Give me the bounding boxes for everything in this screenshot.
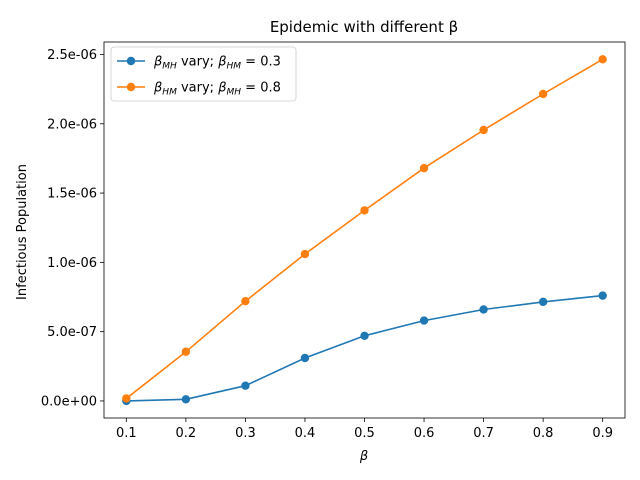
x-tick-label: 0.7 bbox=[473, 426, 494, 441]
x-tick-label: 0.2 bbox=[176, 426, 197, 441]
y-axis-title: Infectious Population bbox=[15, 164, 30, 300]
data-point bbox=[479, 305, 488, 314]
x-tick-label: 0.6 bbox=[414, 426, 435, 441]
data-point bbox=[300, 353, 310, 363]
data-point bbox=[241, 296, 250, 306]
data-point bbox=[479, 125, 488, 135]
data-point bbox=[360, 331, 369, 341]
data-point bbox=[598, 291, 607, 300]
data-point bbox=[300, 249, 310, 259]
data-point bbox=[598, 55, 607, 64]
plot-area: 0.1 0.2 0.3 0.4 0.5 0.6 0.7 0.8 0.9 0.0e+00 5.0e-0… bbox=[41, 41, 626, 441]
legend-box bbox=[110, 46, 297, 102]
data-point bbox=[419, 316, 429, 325]
y-tick-label: 2.5e-06 bbox=[47, 48, 97, 63]
legend-marker bbox=[126, 56, 136, 66]
legend: βMH vary; βHM = 0.3 βHM vary; βMH = 0.8 bbox=[110, 46, 297, 102]
data-point bbox=[241, 381, 250, 390]
data-point bbox=[419, 163, 429, 173]
data-point bbox=[538, 89, 548, 99]
x-axis-title: β bbox=[359, 449, 368, 464]
legend-label: βMH vary; βHM = 0.3 bbox=[153, 55, 281, 72]
data-point bbox=[181, 395, 191, 404]
x-tick-label: 0.3 bbox=[235, 426, 256, 441]
y-tick-label: 5.0e-07 bbox=[47, 325, 97, 340]
legend-label: βHM vary; βMH = 0.8 bbox=[153, 81, 281, 98]
data-point bbox=[181, 347, 191, 356]
axes-frame bbox=[103, 41, 626, 419]
x-tick-label: 0.1 bbox=[116, 426, 137, 441]
data-point bbox=[360, 206, 369, 215]
data-point bbox=[122, 394, 131, 403]
x-tick-label: 0.9 bbox=[592, 426, 613, 441]
x-tick-label: 0.4 bbox=[295, 426, 316, 441]
data-point bbox=[538, 297, 548, 307]
legend-marker bbox=[126, 82, 136, 92]
y-tick-label: 1.0e-06 bbox=[47, 256, 97, 271]
y-tick-label: 1.5e-06 bbox=[47, 187, 97, 202]
x-tick-label: 0.8 bbox=[533, 426, 554, 441]
y-tick-label: 0.0e+00 bbox=[41, 394, 97, 409]
y-tick-label: 2.0e-06 bbox=[47, 117, 97, 132]
x-tick-label: 0.5 bbox=[354, 426, 375, 441]
chart-title: Epidemic with different β bbox=[270, 18, 458, 36]
